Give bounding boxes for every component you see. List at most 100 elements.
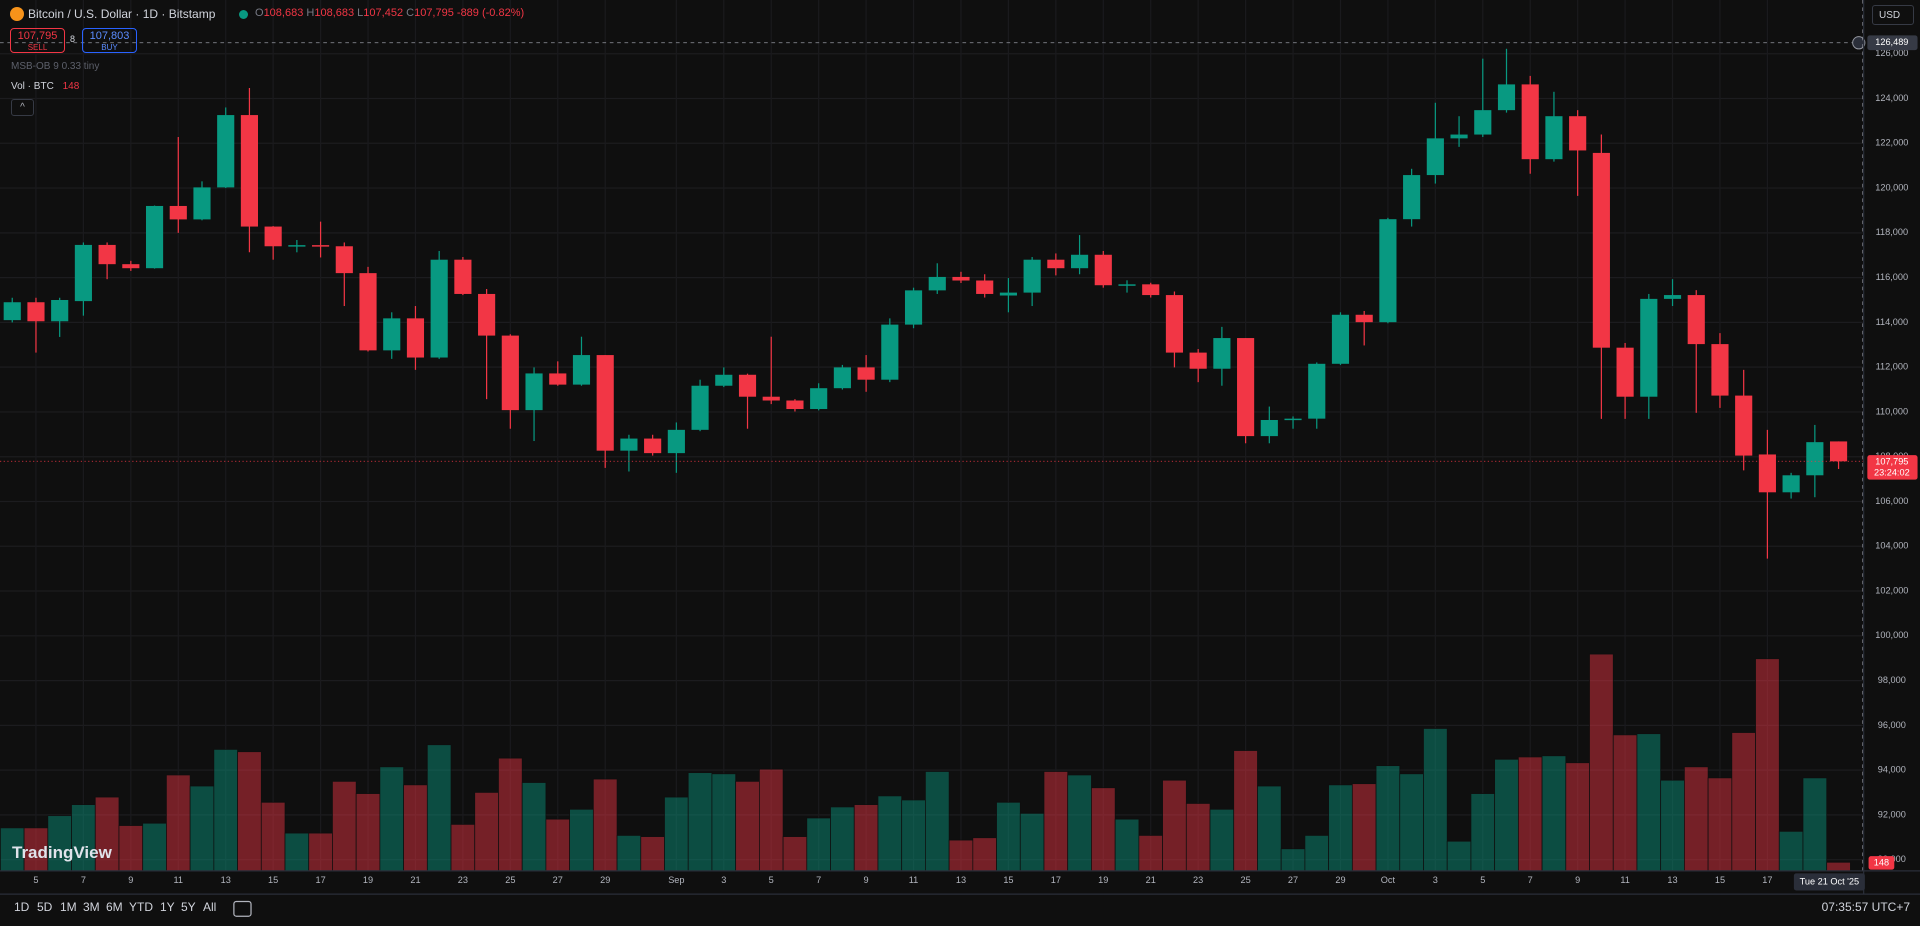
volume-bar <box>403 784 428 872</box>
volume-bar <box>616 835 642 872</box>
crosshair-add-icon <box>1852 36 1866 50</box>
volume-bar <box>1114 818 1140 872</box>
buy-label: BUY <box>101 43 118 52</box>
candle-body <box>406 318 425 358</box>
y-tick-label: 112,000 <box>1876 362 1908 372</box>
volume-bar <box>877 795 903 872</box>
y-tick-label: 98,000 <box>1878 675 1906 685</box>
timeframe-button[interactable]: 3M <box>83 900 100 914</box>
candle-body <box>1142 284 1160 296</box>
volume-bar <box>142 822 167 872</box>
candle-body <box>525 373 543 411</box>
logo: TradingView <box>12 843 112 862</box>
candle-body <box>1308 363 1326 419</box>
candle-body <box>1237 338 1255 437</box>
ohlc-key: O <box>255 7 264 19</box>
candle-body <box>1284 418 1302 421</box>
candle-body <box>620 438 638 451</box>
volume-bar <box>711 773 737 872</box>
candle-body <box>169 205 187 220</box>
candle-body <box>1023 259 1041 293</box>
volume-bar <box>1209 808 1235 872</box>
volume-bar <box>1636 733 1662 872</box>
ohlc-legend: O108,683 H108,683 L107,452 C107,795 -889… <box>255 7 524 19</box>
sell-button[interactable]: 107,795 SELL <box>10 28 65 53</box>
volume-bar <box>1612 734 1638 872</box>
x-tick-label: 9 <box>864 875 869 885</box>
candle-body <box>1118 284 1136 286</box>
symbol-title[interactable]: Bitcoin / U.S. Dollar · 1D · Bitstamp <box>28 7 216 21</box>
candle-body <box>1189 352 1207 369</box>
candle-body <box>857 367 875 380</box>
volume-bar <box>1731 732 1756 872</box>
timeframe-button[interactable]: All <box>203 900 217 914</box>
candle-body <box>1497 84 1516 111</box>
volume-bar <box>1446 840 1472 872</box>
timeframe-button[interactable]: 6M <box>106 900 123 914</box>
indicator-msb[interactable]: MSB-OB 9 0.33 tiny <box>11 61 100 72</box>
candle-body <box>1687 295 1705 345</box>
timeframe-button[interactable]: 5Y <box>181 900 196 914</box>
candle-body <box>762 396 780 401</box>
x-tick-label: 5 <box>33 875 38 885</box>
volume-bar <box>948 839 974 872</box>
candle-body <box>1450 134 1468 139</box>
candle-body <box>691 385 709 430</box>
candle-body <box>810 388 828 410</box>
x-tick-label: 25 <box>505 875 515 885</box>
volume-bar <box>1328 784 1353 872</box>
x-tick-label: Oct <box>1381 875 1396 885</box>
candle-body <box>1355 314 1373 323</box>
x-tick-label: 21 <box>410 875 420 885</box>
volume-bar <box>1660 779 1685 872</box>
date-range-icon[interactable] <box>233 900 252 917</box>
buy-button[interactable]: 107,803 BUY <box>82 28 137 53</box>
timeframe-button[interactable]: 5D <box>37 900 53 914</box>
timeframe-button[interactable]: YTD <box>129 900 153 914</box>
indicator-volume[interactable]: Vol · BTC 148 <box>11 81 79 92</box>
x-tick-label: 5 <box>1480 875 1485 885</box>
candle-body <box>572 355 591 385</box>
collapse-button[interactable]: ^ <box>11 99 34 116</box>
timeframe-button[interactable]: 1Y <box>160 900 175 914</box>
x-tick-label: 21 <box>1146 875 1156 885</box>
candle-body <box>549 373 567 385</box>
y-tick-label: 126,000 <box>1875 48 1908 58</box>
timeframe-button[interactable]: 1M <box>60 900 77 914</box>
candle-body <box>952 276 970 281</box>
volume-bar <box>1778 830 1804 872</box>
x-tick-label: 15 <box>1715 875 1725 885</box>
candle-body <box>976 280 994 294</box>
volume-bar <box>355 793 381 872</box>
candle-body <box>3 302 21 321</box>
volume-bar <box>1423 728 1448 872</box>
x-tick-label: 7 <box>1528 875 1533 885</box>
last-price-label: 107,795 <box>1875 456 1908 466</box>
candle-body <box>501 335 519 411</box>
volume-bar <box>640 836 665 872</box>
volume-bar <box>1280 848 1306 872</box>
sell-price: 107,795 <box>17 30 58 42</box>
volume-bar <box>237 751 262 872</box>
volume-label: Vol · BTC <box>11 81 54 92</box>
volume-bar <box>759 768 784 872</box>
y-tick-label: 94,000 <box>1878 765 1906 775</box>
y-tick-label: 100,000 <box>1875 630 1908 640</box>
currency-select[interactable]: USD <box>1872 5 1914 25</box>
volume-bar <box>1043 771 1069 872</box>
timeframe-button[interactable]: 1D <box>14 900 30 914</box>
candle-body <box>122 264 140 269</box>
volume-bar <box>853 804 879 872</box>
volume-bar <box>901 799 926 872</box>
candle-body <box>1782 475 1800 493</box>
x-tick-label: 19 <box>1098 875 1108 885</box>
last-price-box <box>1867 455 1918 480</box>
volume-bar <box>260 801 286 872</box>
clock: 07:35:57 UTC+7 <box>1821 900 1910 914</box>
volume-bar <box>1351 783 1377 872</box>
candle-body <box>359 273 377 351</box>
x-tick-label: 7 <box>816 875 821 885</box>
crosshair-date-label: Tue 21 Oct '25 <box>1800 876 1860 886</box>
candle-body <box>74 244 92 302</box>
